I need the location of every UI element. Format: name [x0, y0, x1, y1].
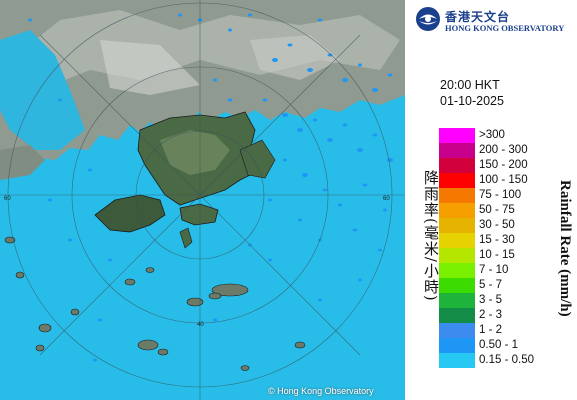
radar-map-graphic: [0, 0, 405, 400]
range-rings: [0, 0, 405, 400]
legend-range-label: 7 - 10: [479, 264, 509, 276]
legend-swatch: [439, 233, 475, 248]
legend-item: >300: [439, 128, 577, 143]
estuary: [0, 30, 85, 150]
legend-swatch: [439, 353, 475, 368]
legend-item: 5 - 7: [439, 278, 577, 293]
legend-swatch: [439, 308, 475, 323]
legend-item: 0.15 - 0.50: [439, 353, 577, 368]
legend-swatch: [439, 188, 475, 203]
legend-swatch: [439, 278, 475, 293]
legend-swatch: [439, 128, 475, 143]
radar-map: 60 60 40 © Hong Kong Observatory: [0, 0, 405, 400]
info-panel: 香港天文台 HONG KONG OBSERVATORY 20:00 HKT 01…: [405, 0, 577, 400]
legend-range-label: 10 - 15: [479, 249, 515, 261]
legend-item: 1 - 2: [439, 323, 577, 338]
legend-range-label: 3 - 5: [479, 294, 503, 306]
copyright-notice: © Hong Kong Observatory: [268, 386, 374, 396]
org-name-cn: 香港天文台: [445, 10, 511, 24]
legend-swatch: [439, 248, 475, 263]
legend-item: 10 - 15: [439, 248, 577, 263]
legend-item: 150 - 200: [439, 158, 577, 173]
legend-item: 75 - 100: [439, 188, 577, 203]
range-ring-label: 40: [197, 322, 204, 328]
legend-swatch: [439, 218, 475, 233]
legend-range-label: 0.15 - 0.50: [479, 354, 534, 366]
legend-item: 100 - 150: [439, 173, 577, 188]
legend-item: 30 - 50: [439, 218, 577, 233]
legend-range-label: 200 - 300: [479, 144, 528, 156]
legend-range-label: 150 - 200: [479, 159, 528, 171]
legend-swatch: [439, 203, 475, 218]
legend-item: 2 - 3: [439, 308, 577, 323]
legend-swatch: [439, 158, 475, 173]
legend-item: 0.50 - 1: [439, 338, 577, 353]
legend-range-label: 2 - 3: [479, 309, 503, 321]
legend-range-label: 5 - 7: [479, 279, 503, 291]
legend-range-label: 15 - 30: [479, 234, 515, 246]
legend-swatch: [439, 173, 475, 188]
legend-item: 50 - 75: [439, 203, 577, 218]
legend-swatch: [439, 293, 475, 308]
legend-range-label: 30 - 50: [479, 219, 515, 231]
range-ring-label: 60: [4, 196, 11, 202]
legend-item: 15 - 30: [439, 233, 577, 248]
legend-range-label: 1 - 2: [479, 324, 503, 336]
legend-swatch: [439, 143, 475, 158]
lantau-island: [94, 194, 166, 233]
legend-range-label: 50 - 75: [479, 204, 515, 216]
range-ring-label: 60: [383, 196, 390, 202]
hko-emblem-icon: [416, 7, 440, 31]
legend-title-cn: 降雨率(毫米/小時): [422, 170, 440, 302]
observation-time: 20:00 HKT: [440, 78, 500, 92]
legend-range-label: 0.50 - 1: [479, 339, 518, 351]
legend-swatch: [439, 323, 475, 338]
legend-swatch: [439, 263, 475, 278]
legend-item: 7 - 10: [439, 263, 577, 278]
legend-title-en: Rainfall Rate (mm/h): [557, 180, 573, 317]
legend-item: 200 - 300: [439, 143, 577, 158]
legend-swatch: [439, 338, 475, 353]
legend-range-label: 100 - 150: [479, 174, 528, 186]
observation-date: 01-10-2025: [440, 94, 504, 108]
legend-range-label: >300: [479, 129, 505, 141]
org-name-en: HONG KONG OBSERVATORY: [445, 23, 565, 33]
hko-logo[interactable]: 香港天文台 HONG KONG OBSERVATORY: [415, 6, 575, 36]
legend-range-label: 75 - 100: [479, 189, 522, 201]
legend-item: 3 - 5: [439, 293, 577, 308]
